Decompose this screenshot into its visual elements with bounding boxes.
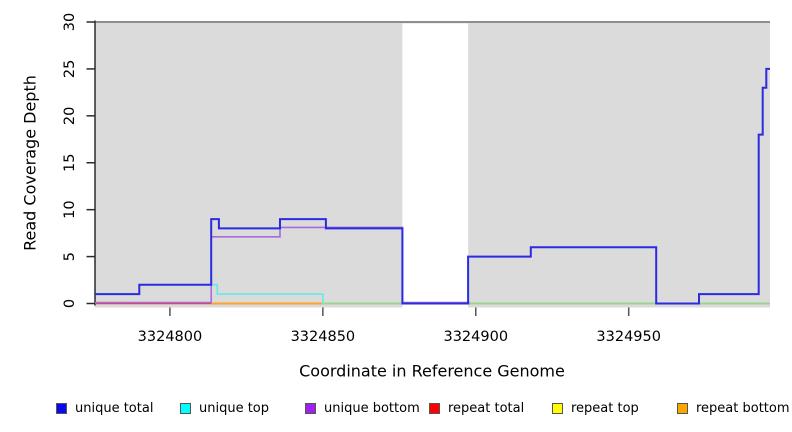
- x-tick-label: 3324900: [443, 329, 508, 345]
- y-tick-label: 30: [62, 13, 78, 31]
- x-tick-label: 3324850: [291, 329, 356, 345]
- y-tick-label: 25: [62, 60, 78, 78]
- y-tick-label: 10: [62, 200, 78, 218]
- y-tick-label: 0: [62, 299, 78, 308]
- x-axis-title: Coordinate in Reference Genome: [299, 361, 565, 381]
- y-tick-label: 15: [62, 154, 78, 172]
- y-tick-label: 20: [62, 107, 78, 125]
- series-unique-total: [95, 67, 770, 305]
- x-tick-label: 3324950: [596, 329, 661, 345]
- series-unique-top: [211, 283, 325, 305]
- y-tick-label: 5: [62, 252, 78, 261]
- x-tick-label: 3324800: [138, 329, 203, 345]
- coverage-gap-band: [402, 23, 469, 308]
- y-axis-title: Read Coverage Depth: [20, 75, 40, 251]
